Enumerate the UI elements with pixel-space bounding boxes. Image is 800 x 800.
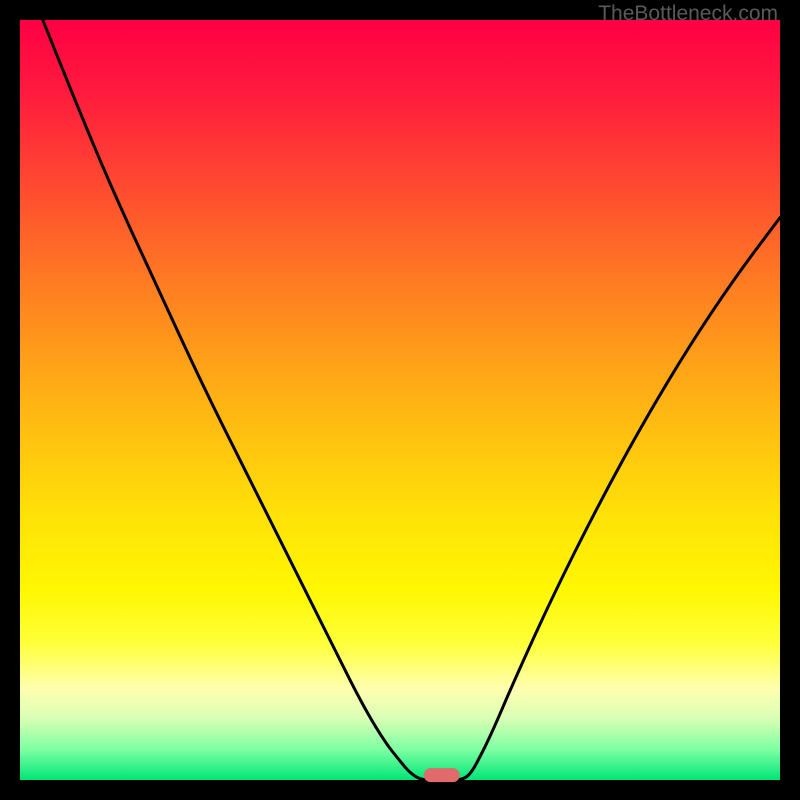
attribution-text: TheBottleneck.com: [598, 2, 778, 26]
chart-stage: TheBottleneck.com: [0, 0, 800, 800]
optimum-marker: [424, 769, 460, 783]
plot-area: [20, 20, 780, 780]
bottleneck-curve: [20, 20, 780, 780]
